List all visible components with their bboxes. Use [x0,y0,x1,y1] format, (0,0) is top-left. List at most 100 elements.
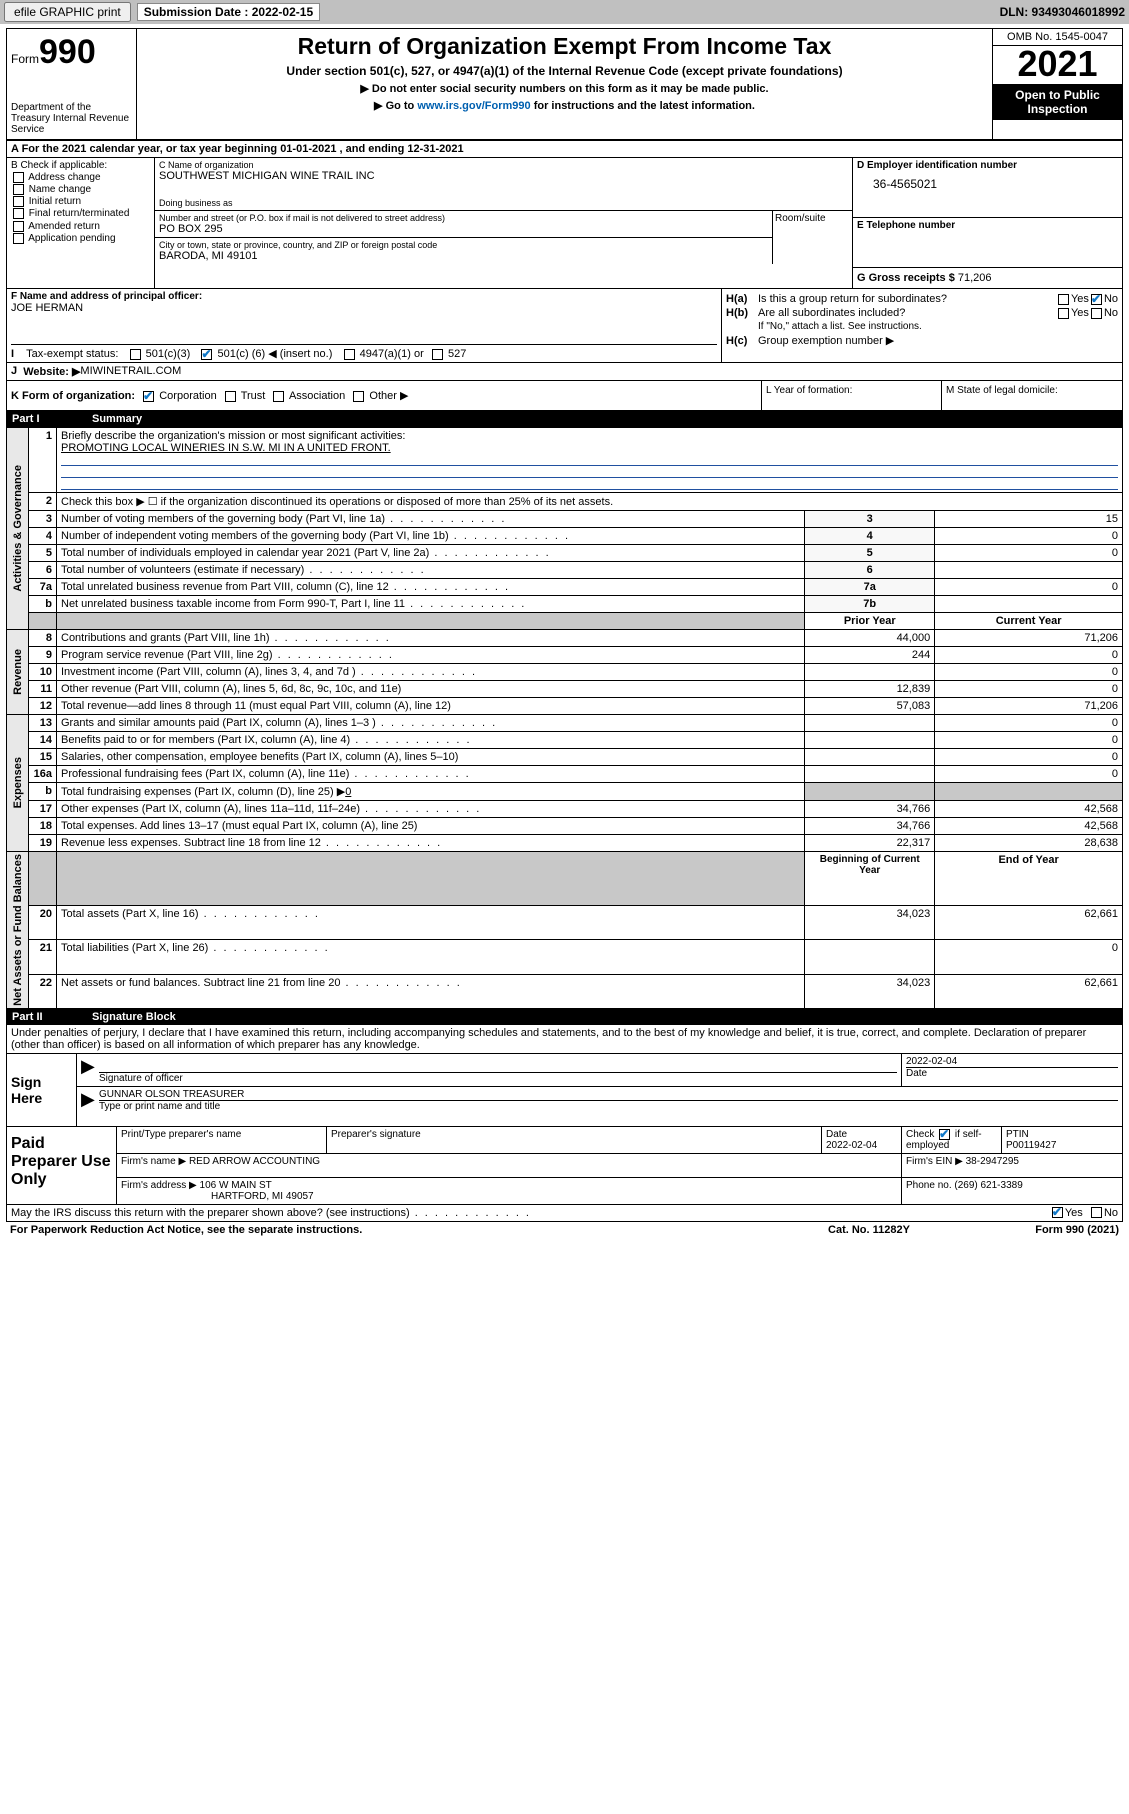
paid-preparer-label: Paid Preparer Use Only [7,1127,117,1204]
line-1-value: PROMOTING LOCAL WINERIES IN S.W. MI IN A… [61,442,391,454]
line-13: Grants and similar amounts paid (Part IX… [61,717,376,729]
chk-discuss-yes[interactable] [1052,1207,1063,1218]
chk-amended[interactable] [13,221,24,232]
chk-app-pending[interactable] [13,233,24,244]
sig-name-value: GUNNAR OLSON TREASURER [99,1089,1118,1100]
website-label: Website: ▶ [23,365,80,378]
row-a-tax-year: A For the 2021 calendar year, or tax yea… [6,141,1123,158]
line-1-label: Briefly describe the organization's miss… [61,430,405,442]
line-10: Investment income (Part VIII, column (A)… [61,666,356,678]
submission-date-box: Submission Date : 2022-02-15 [137,3,320,21]
dln-label: DLN: 93493046018992 [1000,5,1125,19]
sig-date-value: 2022-02-04 [906,1056,1118,1067]
form-number: Form990 [11,33,132,72]
pra-notice: For Paperwork Reduction Act Notice, see … [10,1224,769,1236]
chk-501c3[interactable] [130,349,141,360]
sig-officer-label: Signature of officer [99,1072,897,1084]
topbar: efile GRAPHIC print Submission Date : 20… [0,0,1129,24]
line-3-value: 15 [935,511,1123,528]
chk-trust[interactable] [225,391,236,402]
part-1-header: Part I Summary [6,411,1123,427]
line-6: Total number of volunteers (estimate if … [61,564,304,576]
city-label: City or town, state or province, country… [159,240,768,250]
chk-4947[interactable] [344,349,355,360]
form-990: Form990 Department of the Treasury Inter… [6,28,1123,1238]
line-12: Total revenue—add lines 8 through 11 (mu… [61,700,451,712]
prep-name-label: Print/Type preparer's name [117,1127,327,1153]
chk-initial-return[interactable] [13,196,24,207]
form-title: Return of Organization Exempt From Incom… [141,33,988,60]
year-formation: L Year of formation: [762,381,942,410]
tax-exempt-label: Tax-exempt status: [26,348,118,360]
website-value: MIWINETRAIL.COM [80,365,181,378]
cat-no: Cat. No. 11282Y [769,1224,969,1236]
part-2-header: Part II Signature Block [6,1009,1123,1025]
chk-self-employed[interactable] [939,1129,950,1140]
sig-arrow-icon-2: ▶ [77,1087,95,1114]
line-4: Number of independent voting members of … [61,530,449,542]
firm-phone: (269) 621-3389 [954,1180,1022,1191]
chk-ha-no[interactable] [1091,294,1102,305]
discuss-label: May the IRS discuss this return with the… [11,1207,410,1219]
line-6-value [935,562,1123,579]
state-domicile: M State of legal domicile: [942,381,1122,410]
dept-treasury: Department of the Treasury Internal Reve… [11,102,132,135]
line-5-value: 0 [935,545,1123,562]
chk-corp[interactable] [143,391,154,402]
prep-date: 2022-02-04 [826,1140,877,1151]
chk-final-return[interactable] [13,208,24,219]
sig-date-label: Date [906,1067,1118,1079]
chk-501c[interactable] [201,349,212,360]
gross-receipts: G Gross receipts $ 71,206 [853,268,1122,288]
prep-sig-label: Preparer's signature [327,1127,822,1153]
line-14: Benefits paid to or for members (Part IX… [61,734,350,746]
vlabel-netassets: Net Assets or Fund Balances [12,854,24,1006]
chk-other[interactable] [353,391,364,402]
sig-intro: Under penalties of perjury, I declare th… [6,1025,1123,1054]
form-subtitle-2: ▶ Do not enter social security numbers o… [141,82,988,95]
line-16b: Total fundraising expenses (Part IX, col… [61,786,345,798]
form-subtitle-1: Under section 501(c), 527, or 4947(a)(1)… [141,64,988,78]
irs-link[interactable]: www.irs.gov/Form990 [417,100,530,112]
chk-address-change[interactable] [13,172,24,183]
line-16a: Professional fundraising fees (Part IX, … [61,768,349,780]
line-17: Other expenses (Part IX, column (A), lin… [61,803,360,815]
line-22: Net assets or fund balances. Subtract li… [61,977,340,989]
chk-assoc[interactable] [273,391,284,402]
form-subtitle-3: ▶ Go to www.irs.gov/Form990 for instruct… [141,99,988,112]
phone-label: E Telephone number [857,220,1118,231]
line-19: Revenue less expenses. Subtract line 18 … [61,837,321,849]
chk-discuss-no[interactable] [1091,1207,1102,1218]
chk-ha-yes[interactable] [1058,294,1069,305]
vlabel-expenses: Expenses [12,757,24,808]
open-public: Open to Public Inspection [993,84,1122,120]
officer-label: F Name and address of principal officer: [11,291,717,302]
ein-label: D Employer identification number [857,160,1118,171]
firm-addr-2: HARTFORD, MI 49057 [211,1191,314,1202]
chk-name-change[interactable] [13,184,24,195]
line-11: Other revenue (Part VIII, column (A), li… [61,683,401,695]
current-year-hdr: Current Year [935,613,1123,630]
line-8: Contributions and grants (Part VIII, lin… [61,632,270,644]
vlabel-revenue: Revenue [12,649,24,695]
line-15: Salaries, other compensation, employee b… [61,751,458,763]
prior-year-hdr: Prior Year [805,613,935,630]
firm-ein: 38-2947295 [966,1156,1019,1167]
line-7a-value: 0 [935,579,1123,596]
chk-hb-yes[interactable] [1058,308,1069,319]
line-9: Program service revenue (Part VIII, line… [61,649,273,661]
col-b-checkboxes: B Check if applicable: Address change Na… [7,158,155,288]
line-20: Total assets (Part X, line 16) [61,908,199,920]
vlabel-activities: Activities & Governance [12,465,24,592]
chk-527[interactable] [432,349,443,360]
hb-note: If "No," attach a list. See instructions… [758,321,1118,332]
ein-value: 36-4565021 [873,177,1118,191]
line-21: Total liabilities (Part X, line 26) [61,942,208,954]
line-7b-value [935,596,1123,613]
line-18: Total expenses. Add lines 13–17 (must eq… [61,820,417,832]
city-value: BARODA, MI 49101 [159,250,768,262]
chk-hb-no[interactable] [1091,308,1102,319]
line-5: Total number of individuals employed in … [61,547,429,559]
line-7a: Total unrelated business revenue from Pa… [61,581,389,593]
efile-print-button[interactable]: efile GRAPHIC print [4,2,131,22]
